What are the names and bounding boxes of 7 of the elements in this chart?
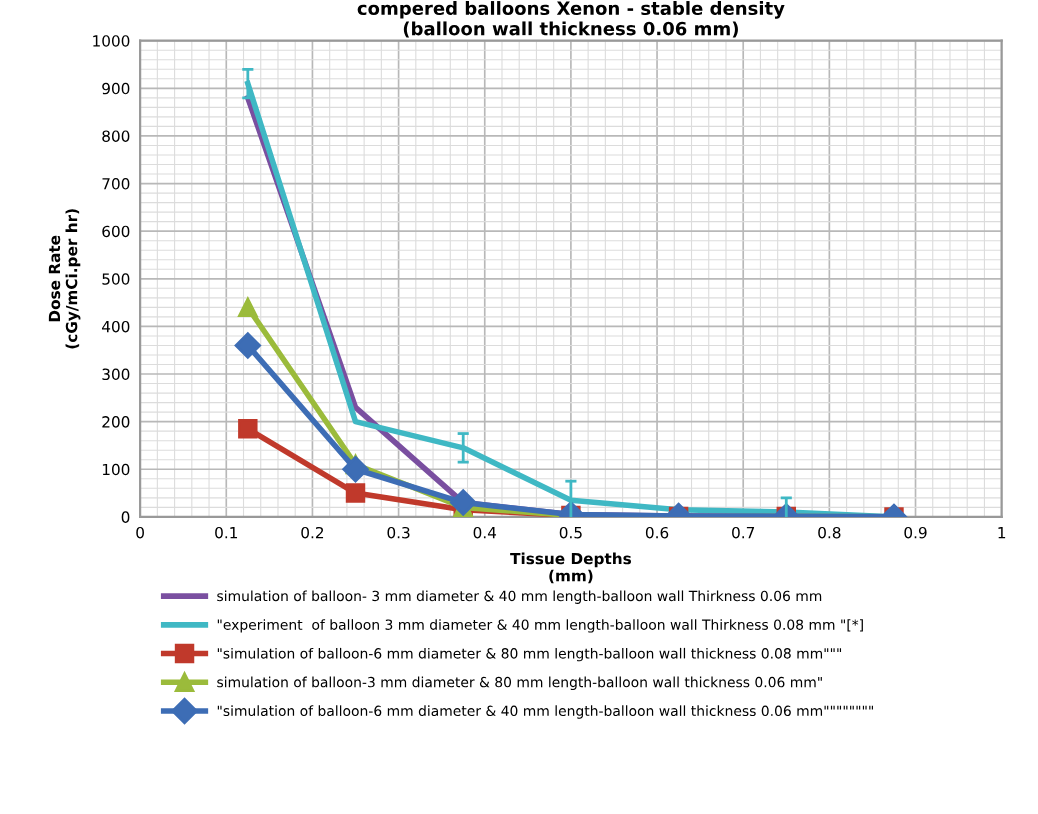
point bbox=[342, 456, 369, 483]
point bbox=[238, 297, 258, 318]
point bbox=[238, 419, 258, 439]
point bbox=[345, 483, 366, 503]
point bbox=[450, 489, 477, 516]
point bbox=[234, 332, 261, 359]
chart-title: compered balloons Xenon - stable density (balloon wall thickness 0.06 mm) bbox=[357, 1, 785, 38]
